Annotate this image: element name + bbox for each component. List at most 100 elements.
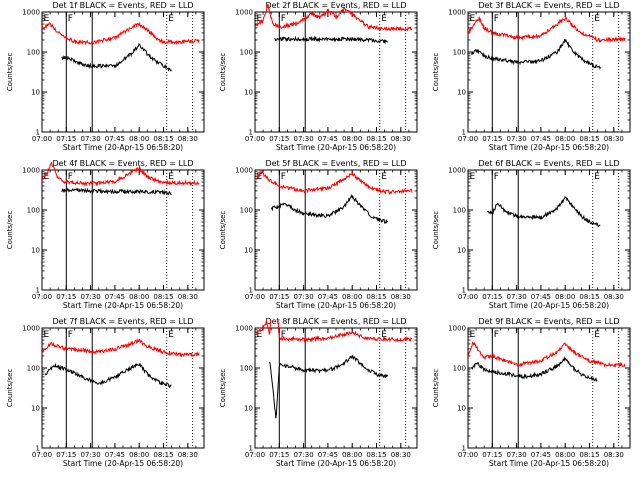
x-tick-label: 07:45 [531, 293, 551, 301]
panel-title: Det 2f BLACK = Events, RED = LLD [265, 1, 406, 10]
y-tick-label: 100 [27, 49, 40, 57]
panel-6: Det 6f BLACK = Events, RED = LLD 1 10 100 10… [432, 159, 631, 310]
x-tick-label: 08:30 [391, 451, 411, 459]
y-tick-label: 10 [457, 89, 466, 97]
y-tick-label: 1000 [22, 9, 40, 17]
time-marker-label: F [494, 14, 499, 24]
y-tick-label: 1 [462, 129, 466, 137]
series-lld-line [42, 162, 200, 187]
y-tick-label: 1 [249, 129, 253, 137]
series-events-line [270, 193, 388, 225]
time-marker-label: E [594, 14, 600, 24]
x-tick-label: 08:15 [153, 135, 173, 143]
x-tick-label: 07:45 [318, 135, 338, 143]
y-tick-label: 10 [244, 405, 253, 413]
panel-title: Det 1f BLACK = Events, RED = LLD [52, 1, 193, 10]
x-tick-label: 07:45 [318, 451, 338, 459]
x-tick-label: 07:00 [458, 451, 478, 459]
panel-1: Det 1f BLACK = Events, RED = LLD 1 10 100 10… [6, 1, 205, 152]
y-axis-label: Counts/sec [432, 53, 440, 92]
y-tick-label: 100 [453, 365, 466, 373]
panel-title: Det 4f BLACK = Events, RED = LLD [52, 159, 193, 168]
time-marker-label: F [281, 330, 286, 340]
x-tick-label: 07:45 [531, 451, 551, 459]
series-lld-line [255, 4, 413, 32]
x-tick-label: 08:00 [342, 135, 362, 143]
x-tick-label: 08:30 [604, 293, 624, 301]
x-axis-label: Start Time (20-Apr-15 06:58:20) [276, 301, 396, 310]
time-marker-label: E [257, 172, 263, 182]
x-tick-label: 07:45 [318, 293, 338, 301]
y-tick-label: 1000 [448, 9, 466, 17]
panel-title: Det 5f BLACK = Events, RED = LLD [265, 159, 406, 168]
x-tick-label: 07:00 [245, 135, 265, 143]
y-tick-label: 1000 [448, 325, 466, 333]
panel-5: Det 5f BLACK = Events, RED = LLD 1 10 100 10… [219, 159, 418, 310]
time-marker-label: E [44, 172, 50, 182]
x-axis-label: Start Time (20-Apr-15 06:58:20) [489, 301, 609, 310]
x-tick-label: 08:30 [604, 135, 624, 143]
x-tick-label: 08:15 [366, 451, 386, 459]
x-tick-label: 08:30 [178, 135, 198, 143]
time-marker-label: F [68, 330, 73, 340]
y-tick-label: 100 [240, 49, 253, 57]
x-tick-label: 07:00 [32, 451, 52, 459]
x-tick-label: 07:15 [56, 293, 76, 301]
y-tick-label: 1 [36, 129, 40, 137]
y-axis-label: Counts/sec [6, 53, 14, 92]
x-tick-label: 08:15 [366, 293, 386, 301]
y-axis-label: Counts/sec [219, 53, 227, 92]
y-tick-label: 10 [457, 247, 466, 255]
panel-title: Det 6f BLACK = Events, RED = LLD [478, 159, 619, 168]
y-tick-label: 1000 [22, 325, 40, 333]
x-tick-label: 07:00 [32, 293, 52, 301]
y-tick-label: 1000 [235, 167, 253, 175]
x-tick-label: 08:30 [178, 293, 198, 301]
time-marker-label: E [470, 330, 476, 340]
x-tick-label: 08:00 [555, 451, 575, 459]
x-tick-label: 07:15 [269, 451, 289, 459]
y-tick-label: 1 [462, 445, 466, 453]
y-tick-label: 100 [240, 365, 253, 373]
x-tick-label: 08:00 [129, 451, 149, 459]
x-tick-label: 07:15 [56, 135, 76, 143]
series-events-line [44, 362, 172, 389]
series-lld-line [255, 169, 413, 195]
time-marker-label: F [494, 330, 499, 340]
time-marker-label: E [594, 172, 600, 182]
x-tick-label: 08:00 [129, 293, 149, 301]
time-marker-label: E [257, 14, 263, 24]
x-tick-label: 08:00 [129, 135, 149, 143]
series-events-line [471, 356, 598, 382]
x-tick-label: 08:30 [391, 135, 411, 143]
x-tick-label: 07:30 [81, 293, 101, 301]
x-tick-label: 07:00 [245, 451, 265, 459]
time-marker-label: F [68, 172, 73, 182]
x-tick-label: 08:15 [579, 293, 599, 301]
x-tick-label: 07:30 [507, 293, 527, 301]
x-tick-label: 07:30 [507, 451, 527, 459]
x-axis-label: Start Time (20-Apr-15 06:58:20) [276, 143, 396, 152]
x-tick-label: 07:15 [482, 135, 502, 143]
series-lld-line [468, 16, 626, 43]
y-tick-label: 10 [457, 405, 466, 413]
x-tick-label: 07:30 [507, 135, 527, 143]
panel-2: Det 2f BLACK = Events, RED = LLD 1 10 100 10… [219, 1, 418, 152]
time-marker-label: E [44, 14, 50, 24]
time-marker-label: E [168, 330, 174, 340]
y-axis-label: Counts/sec [6, 211, 14, 250]
x-tick-label: 07:45 [105, 293, 125, 301]
x-tick-label: 08:30 [178, 451, 198, 459]
x-tick-label: 07:00 [245, 293, 265, 301]
x-tick-label: 08:15 [579, 451, 599, 459]
x-axis-label: Start Time (20-Apr-15 06:58:20) [276, 459, 396, 468]
y-axis-label: Counts/sec [432, 211, 440, 250]
y-axis-label: Counts/sec [432, 369, 440, 408]
y-tick-label: 1 [36, 287, 40, 295]
y-tick-label: 100 [453, 49, 466, 57]
x-tick-label: 08:15 [153, 451, 173, 459]
time-marker-label: E [594, 330, 600, 340]
y-tick-label: 100 [27, 365, 40, 373]
series-events-line [487, 195, 601, 228]
series-events-line [61, 43, 172, 72]
